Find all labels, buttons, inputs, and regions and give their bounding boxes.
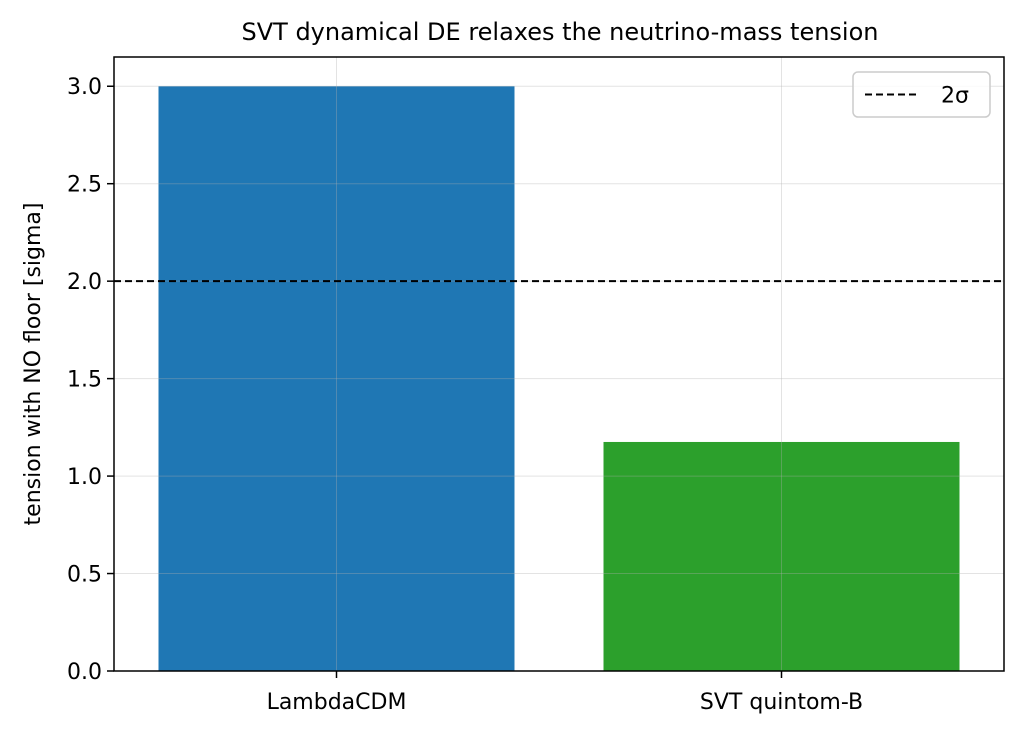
x-tick-label: SVT quintom-B <box>700 690 863 715</box>
y-tick-label: 1.0 <box>67 465 102 490</box>
y-tick-label: 2.5 <box>67 173 102 198</box>
legend-label-2sigma: 2σ <box>941 84 969 109</box>
axes: 0.0 0.5 1.0 1.5 2.0 2.5 3.0 LambdaCDM SVT quinto… <box>67 56 1005 715</box>
y-tick-label: 2.0 <box>67 270 102 295</box>
bar-svt-quintom-b <box>603 441 960 671</box>
x-tick-label: LambdaCDM <box>267 690 407 715</box>
y-tick-label: 0.5 <box>67 563 102 588</box>
legend: 2σ <box>852 71 991 118</box>
bar-lambdacdm <box>158 86 515 671</box>
y-tick-label: 0.0 <box>67 660 102 685</box>
y-tick-label: 3.0 <box>67 75 102 100</box>
legend-box <box>852 71 991 118</box>
plot-frame <box>113 56 1005 672</box>
y-tick-label: 1.5 <box>67 368 102 393</box>
y-axis-label: tension with NO floor [sigma] <box>21 203 46 526</box>
bars <box>158 86 960 671</box>
chart-title: SVT dynamical DE relaxes the neutrino-ma… <box>242 18 879 46</box>
